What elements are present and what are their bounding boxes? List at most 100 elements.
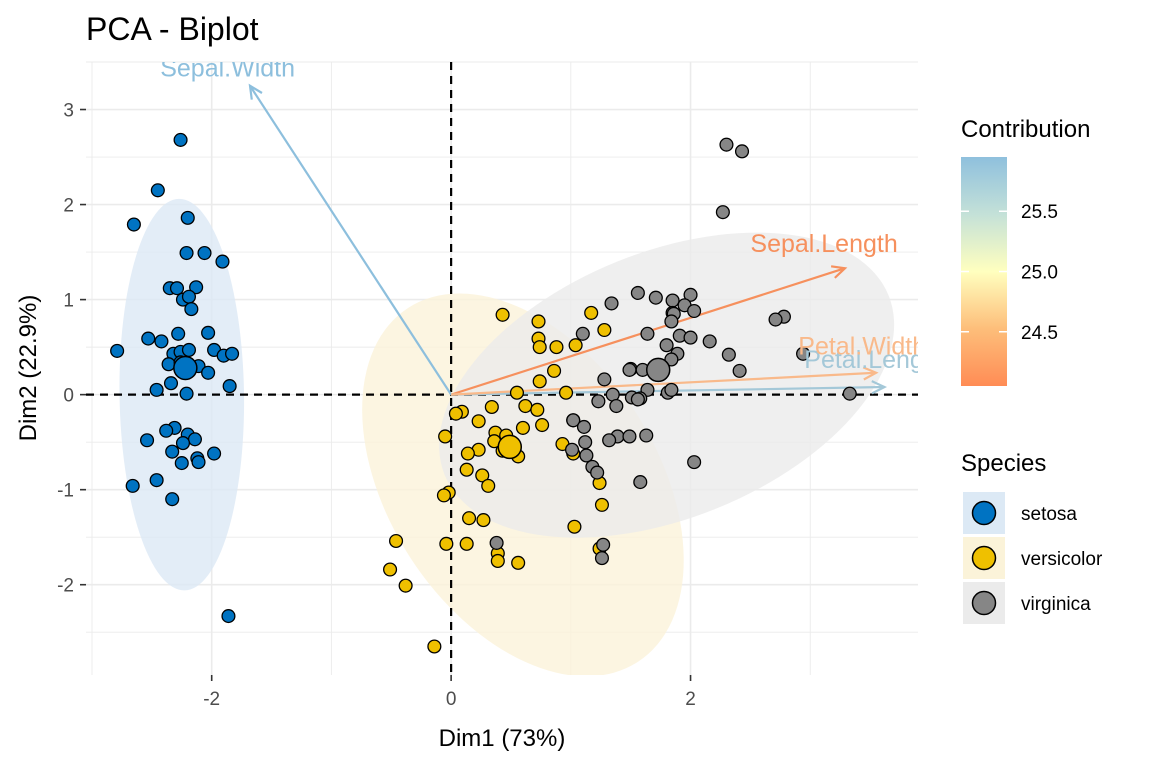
point-virginica xyxy=(630,285,645,300)
point-versicolor xyxy=(584,305,599,320)
point-virginica xyxy=(659,338,674,353)
y-tick-label: 2 xyxy=(63,196,74,217)
point-setosa xyxy=(181,289,197,304)
y-tick-label: 0 xyxy=(63,386,74,407)
point-setosa xyxy=(165,444,180,459)
x-tick-label: -2 xyxy=(203,689,220,710)
point-setosa xyxy=(140,433,155,448)
point-setosa xyxy=(224,346,240,361)
y-tick-label: -2 xyxy=(57,576,74,597)
variable-label-sepal-length: Sepal.Length xyxy=(750,230,897,258)
point-virginica xyxy=(665,293,680,308)
arrow-head xyxy=(871,380,888,395)
x-tick-label: 2 xyxy=(685,689,696,710)
point-virginica xyxy=(590,465,605,480)
point-virginica xyxy=(715,205,730,220)
point-versicolor xyxy=(532,340,547,355)
point-virginica xyxy=(575,326,590,341)
variable-label-petal-width: Petal.Width xyxy=(798,333,926,361)
x-tick-label: 0 xyxy=(446,689,457,710)
point-setosa xyxy=(201,325,216,340)
arrow-sepal-width xyxy=(248,83,453,396)
point-setosa xyxy=(184,302,199,317)
arrow-head xyxy=(248,83,263,100)
point-versicolor xyxy=(531,314,546,329)
point-versicolor xyxy=(476,513,491,528)
point-virginica xyxy=(683,287,698,302)
point-virginica xyxy=(578,435,593,450)
reference-lines xyxy=(86,62,918,675)
point-virginica xyxy=(683,330,698,345)
point-setosa xyxy=(159,423,174,438)
variable-labels: Sepal.Length Sepal.Width Petal.LengthPetal… xyxy=(160,54,926,374)
variable-label-sepal-width: Sepal.Width xyxy=(160,54,295,82)
point-versicolor xyxy=(530,402,545,417)
point-versicolor xyxy=(438,429,453,444)
y-tick-label: -1 xyxy=(57,481,74,502)
point-setosa xyxy=(197,245,212,261)
point-setosa xyxy=(175,436,191,451)
point-versicolor xyxy=(568,338,583,353)
point-virginica xyxy=(604,296,619,311)
point-virginica xyxy=(630,392,645,407)
point-versicolor xyxy=(462,511,477,526)
point-virginica xyxy=(664,314,679,329)
point-virginica xyxy=(664,382,679,397)
point-virginica xyxy=(796,346,811,361)
legend-label-versicolor: versicolor xyxy=(1021,549,1103,570)
point-versicolor xyxy=(389,533,404,549)
point-setosa xyxy=(171,326,186,341)
group-centroids xyxy=(173,355,671,460)
point-versicolor xyxy=(549,340,564,355)
point-versicolor xyxy=(597,322,612,338)
point-versicolor xyxy=(475,468,490,483)
point-virginica xyxy=(640,326,655,341)
legend-label-setosa: setosa xyxy=(1021,504,1077,525)
legend-item-virginica: virginica xyxy=(963,582,1091,624)
point-versicolor xyxy=(515,420,530,435)
point-versicolor xyxy=(535,417,550,433)
point-versicolor xyxy=(484,399,499,415)
point-versicolor xyxy=(460,446,475,461)
point-virginica xyxy=(579,448,594,463)
point-setosa xyxy=(163,376,179,391)
point-setosa xyxy=(191,455,206,470)
point-virginica xyxy=(576,419,592,434)
x-axis-title: Dim1 (73%) xyxy=(439,725,566,752)
arrow-head xyxy=(862,366,879,381)
point-virginica xyxy=(648,290,663,305)
axes: -2 0 2 -2 -1 0 1 2 3 xyxy=(57,101,696,710)
point-setosa xyxy=(149,382,164,397)
point-versicolor xyxy=(439,536,454,551)
point-setosa xyxy=(207,446,222,461)
point-versicolor xyxy=(490,553,505,569)
point-virginica xyxy=(842,386,857,401)
point-setosa xyxy=(165,492,180,507)
point-versicolor xyxy=(427,639,442,654)
point-setosa xyxy=(154,334,169,349)
point-virginica xyxy=(687,303,702,319)
point-virginica xyxy=(721,347,736,362)
y-tick-label: 3 xyxy=(63,101,74,122)
point-versicolor xyxy=(471,414,486,429)
point-setosa xyxy=(179,245,194,261)
point-setosa xyxy=(150,183,165,198)
legend-key-marker xyxy=(971,500,997,526)
point-versicolor xyxy=(567,519,582,534)
colorbar-tick-label: 24.5 xyxy=(1021,323,1058,344)
centroid-virginica xyxy=(645,357,671,383)
point-setosa xyxy=(221,609,236,624)
point-virginica xyxy=(768,312,783,327)
chart-title: PCA - Biplot xyxy=(86,11,259,47)
point-virginica xyxy=(564,442,580,457)
point-versicolor xyxy=(518,398,533,414)
point-virginica xyxy=(639,428,654,443)
legend-key-marker xyxy=(971,590,997,616)
point-versicolor xyxy=(436,488,451,503)
individual-points xyxy=(110,132,857,654)
point-virginica xyxy=(489,535,504,550)
point-setosa xyxy=(180,210,195,225)
point-virginica xyxy=(596,537,611,552)
point-versicolor xyxy=(383,562,398,577)
